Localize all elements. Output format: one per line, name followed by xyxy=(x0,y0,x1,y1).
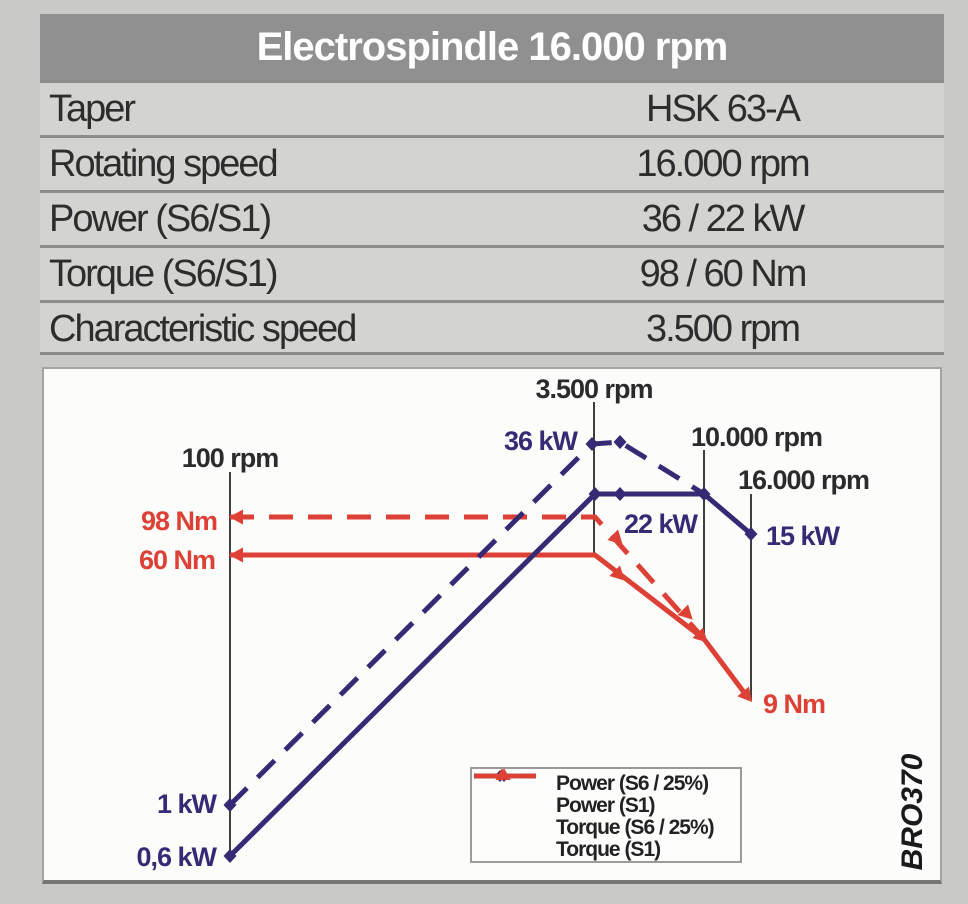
row-value: 98 / 60 Nm xyxy=(639,252,808,295)
row-label: Characteristic speed xyxy=(49,307,357,350)
row-label: Torque (S6/S1) xyxy=(49,252,279,295)
row-value: 36 / 22 kW xyxy=(641,197,806,240)
table-row: Torque (S6/S1) 98 / 60 Nm xyxy=(40,245,944,300)
table-title: Electrospindle 16.000 rpm xyxy=(40,14,944,80)
power-s6-curve xyxy=(228,439,706,807)
torque-s6-curve xyxy=(230,514,706,641)
label-98nm: 98 Nm xyxy=(140,506,218,536)
label-1kw: 1 kW xyxy=(156,789,217,819)
table-bottom-border xyxy=(40,352,944,355)
row-value: HSK 63-A xyxy=(646,87,801,130)
label-22kw: 22 kW xyxy=(624,509,698,539)
row-label: Rotating speed xyxy=(49,142,279,185)
document-code: BRO370 xyxy=(896,753,929,871)
power-markers xyxy=(223,435,758,863)
label-9nm: 9 Nm xyxy=(763,689,826,719)
row-value: 16.000 rpm xyxy=(636,142,810,185)
torque-s1-curve xyxy=(230,552,751,701)
label-15kw: 15 kW xyxy=(766,521,840,551)
legend-item: Power (S1) xyxy=(474,770,734,817)
torque-markers xyxy=(229,509,753,703)
legend-label: Power (S1) xyxy=(556,794,656,817)
chart-legend: Power (S6 / 25%) Power (S1) xyxy=(470,767,742,863)
legend-item: Torque (S1) xyxy=(474,769,734,861)
label-60nm: 60 Nm xyxy=(138,545,216,575)
legend-label: Torque (S1) xyxy=(556,838,661,861)
row-label: Taper xyxy=(49,87,136,130)
table-row: Characteristic speed 3.500 rpm xyxy=(40,300,944,355)
legend-item: Torque (S6 / 25%) xyxy=(474,769,734,839)
label-16000rpm: 16.000 rpm xyxy=(737,465,870,495)
chart-canvas xyxy=(223,402,758,863)
label-3500rpm: 3.500 rpm xyxy=(535,374,653,404)
legend-label: Power (S6 / 25%) xyxy=(556,772,709,795)
label-0-6kw: 0,6 kW xyxy=(136,842,217,872)
row-value: 3.500 rpm xyxy=(645,307,801,350)
label-100rpm: 100 rpm xyxy=(181,443,280,473)
table-row: Rotating speed 16.000 rpm xyxy=(40,135,944,190)
label-10000rpm: 10.000 rpm xyxy=(690,422,823,452)
legend-label: Torque (S6 / 25%) xyxy=(556,816,715,839)
power-torque-chart: 3.500 rpm 100 rpm 10.000 rpm 16.000 rpm … xyxy=(42,367,942,884)
label-36kw: 36 kW xyxy=(503,426,578,456)
table-row: Taper HSK 63-A xyxy=(40,80,944,135)
table-row: Power (S6/S1) 36 / 22 kW xyxy=(40,190,944,245)
row-label: Power (S6/S1) xyxy=(49,197,272,240)
power-s1-curve xyxy=(228,491,753,858)
